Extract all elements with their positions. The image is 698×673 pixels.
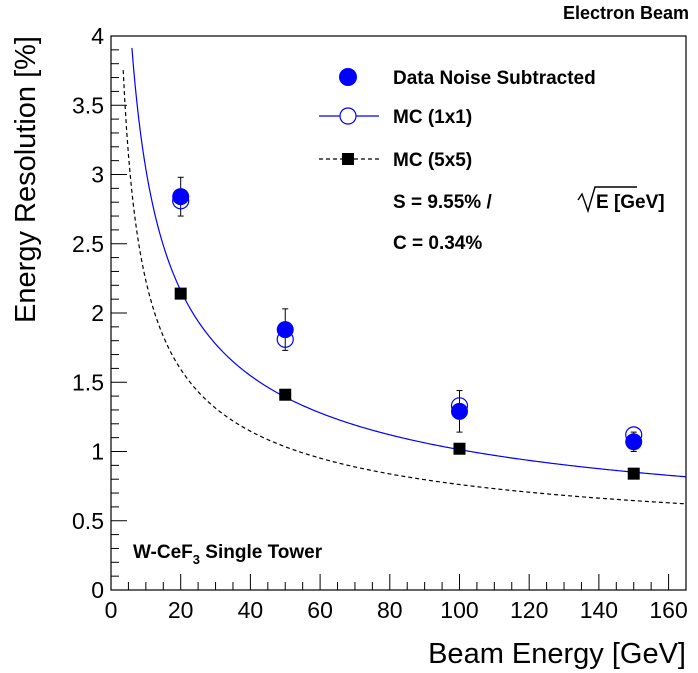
y-tick-label: 4 [91, 23, 104, 49]
y-tick-label: 0.5 [72, 508, 104, 534]
fit-stochastic-label: S = 9.55% / [393, 192, 492, 213]
legend-label-data: Data Noise Subtracted [393, 68, 596, 89]
legend: Data Noise Subtracted MC (1x1) MC (5x5) … [319, 68, 665, 254]
x-axis-title: Beam Energy [GeV] [428, 638, 686, 670]
y-tick-label: 2.5 [72, 231, 104, 257]
fit-stochastic-sqrt-arg: E [GeV] [596, 192, 665, 213]
x-axis-ticks: 0 20 40 60 80 100 120 140 160 [105, 574, 688, 623]
fit-curve-mc-1x1 [131, 47, 687, 478]
legend-marker-mc-1x1 [339, 107, 357, 125]
data-point-mc-5x5 [279, 388, 292, 401]
legend-label-mc-1x1: MC (1x1) [393, 107, 472, 128]
y-axis-title: Energy Resolution [%] [10, 36, 42, 323]
x-tick-label: 100 [440, 597, 478, 623]
fit-curves [122, 47, 687, 505]
x-tick-label: 120 [510, 597, 548, 623]
y-tick-label: 1 [91, 439, 104, 465]
legend-marker-mc-5x5 [342, 153, 354, 165]
data-point-mc-5x5 [453, 442, 466, 455]
data-point-data [276, 321, 294, 339]
data-point-data [172, 188, 190, 206]
sqrt-symbol [577, 186, 637, 214]
corner-label: Electron Beam [563, 3, 689, 23]
y-axis-ticks: 0 0.5 1 1.5 2 2.5 3 3.5 4 [72, 23, 127, 603]
data-markers [172, 176, 643, 480]
y-tick-label: 3 [91, 162, 104, 188]
data-point-mc-5x5 [627, 467, 640, 480]
data-point-mc-5x5 [174, 287, 187, 300]
x-tick-label: 80 [377, 597, 403, 623]
x-tick-label: 20 [168, 597, 194, 623]
legend-marker-data [339, 68, 357, 86]
fit-curve-mc-5x5 [122, 70, 687, 505]
x-tick-label: 0 [105, 597, 118, 623]
detector-label: W-CeF3 Single Tower [133, 542, 323, 567]
y-tick-label: 2 [91, 300, 104, 326]
y-tick-label: 3.5 [72, 92, 104, 118]
x-tick-label: 160 [649, 597, 687, 623]
legend-label-mc-5x5: MC (5x5) [393, 150, 472, 171]
x-tick-label: 60 [307, 597, 333, 623]
fit-constant-label: C = 0.34% [393, 233, 482, 254]
x-tick-label: 40 [238, 597, 264, 623]
data-point-data [450, 402, 468, 420]
y-tick-label: 1.5 [72, 369, 104, 395]
x-tick-label: 140 [580, 597, 618, 623]
y-tick-label: 0 [91, 577, 104, 603]
data-point-data [625, 433, 643, 451]
